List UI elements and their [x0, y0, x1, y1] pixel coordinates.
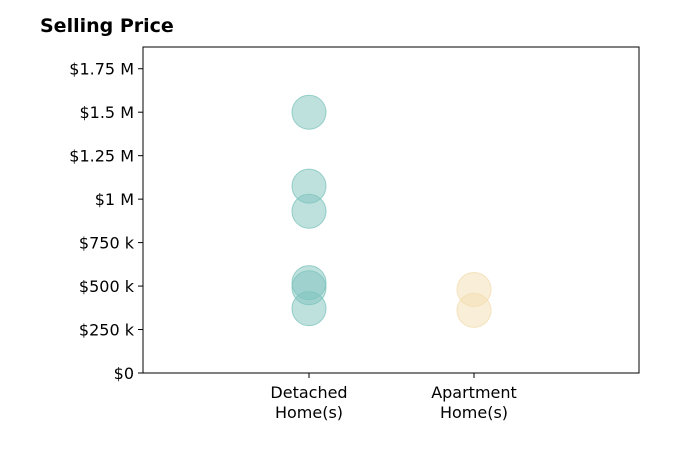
y-tick-label: $1.75 M [69, 60, 134, 79]
x-tick-label: Detached Home(s) [270, 383, 347, 422]
plot-frame [142, 46, 640, 374]
x-axis: Detached Home(s) Apartment Home(s) [270, 373, 517, 422]
data-points [291, 94, 492, 328]
y-tick-label: $500 k [79, 277, 135, 296]
y-tick-label: $1.5 M [79, 103, 134, 122]
data-point [456, 292, 492, 328]
x-tick-label: Apartment Home(s) [431, 383, 517, 422]
y-axis: $0 $250 k $500 k $750 k $1 M $1.25 M $1.5 M $1.… [69, 60, 143, 383]
data-point [291, 193, 327, 229]
data-point [291, 291, 327, 327]
y-tick-label: $1.25 M [69, 147, 134, 166]
data-point [291, 94, 327, 130]
chart-title: Selling Price [40, 15, 174, 37]
y-tick-label: $250 k [79, 321, 135, 340]
y-tick-label: $0 [114, 364, 134, 383]
y-tick-label: $1 M [95, 190, 134, 209]
y-tick-label: $750 k [79, 234, 135, 253]
